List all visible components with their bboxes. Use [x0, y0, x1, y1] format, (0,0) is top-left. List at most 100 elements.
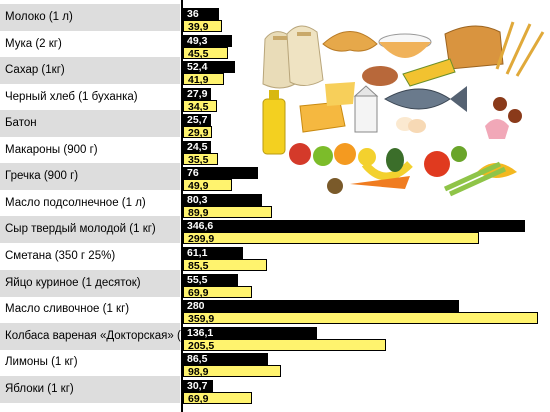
bar-value-label: 55,5: [187, 273, 208, 286]
bar-value-label: 27,9: [187, 87, 208, 100]
category-label-background: [0, 375, 180, 403]
bar-value-label: 280: [187, 300, 205, 313]
category-label: Сыр твердый молодой (1 кг): [5, 223, 156, 236]
bar-series-dark: 346,6: [183, 220, 525, 233]
bar-value-label: 25,7: [187, 114, 208, 127]
bar-series-dark: 280: [183, 300, 460, 313]
chart-row: Черный хлеб (1 буханка) 27,9 34,5: [0, 84, 550, 113]
bar-value-label: 30,7: [187, 379, 208, 392]
category-label-background: [0, 57, 180, 85]
bar-series-light: 85,5: [183, 258, 268, 272]
food-illustration-icon: [262, 21, 545, 197]
bar-series-dark: 61,1: [183, 246, 244, 259]
chart-row: Масло подсолнечное (1 л) 80,3 89,9: [0, 190, 550, 219]
category-label-background: [0, 163, 180, 191]
bar-series-dark: 36: [183, 8, 219, 20]
category-label: Мука (2 кг): [5, 37, 62, 50]
bar-series-light: 29,9: [183, 126, 213, 140]
category-label-background: [0, 322, 180, 350]
bar-series-dark: 25,7: [183, 114, 211, 127]
chart-row: Макароны (900 г) 24,5 35,5: [0, 137, 550, 166]
bar-series-dark: 76: [183, 167, 258, 180]
bar-series-dark: 30,7: [183, 379, 214, 392]
bar-value-label: 35,5: [188, 153, 209, 166]
bar-value-label: 41,9: [188, 74, 209, 87]
chart-row: Масло сливочное (1 кг) 280 359,9: [0, 296, 550, 326]
bar-series-light: 45,5: [183, 46, 228, 60]
bar-series-dark: 52,4: [183, 61, 235, 74]
chart-row: Яйцо куриное (1 десяток) 55,5 69,9: [0, 269, 550, 299]
bar-value-label: 299,9: [188, 233, 215, 246]
category-label: Молоко (1 л): [5, 11, 73, 23]
bar-series-dark: 136,1: [183, 326, 318, 339]
bar-series-dark: 55,5: [183, 273, 238, 286]
bar-value-label: 61,1: [187, 246, 208, 259]
category-label: Батон: [5, 117, 37, 130]
bar-value-label: 80,3: [187, 193, 208, 206]
category-label: Лимоны (1 кг): [5, 356, 78, 369]
chart-row: Батон 25,7 29,9: [0, 110, 550, 140]
category-axis-line: [181, 0, 183, 412]
category-label: Черный хлеб (1 буханка): [5, 90, 138, 103]
category-label: Макароны (900 г): [5, 143, 98, 156]
chart-row: Молоко (1 л) 36 39,9: [0, 4, 550, 33]
bar-series-light: 35,5: [183, 152, 219, 166]
bar-series-light: 34,5: [183, 99, 218, 113]
chart-row: Лимоны (1 кг) 86,5 98,9: [0, 349, 550, 379]
bar-value-label: 98,9: [188, 366, 209, 379]
bar-series-light: 89,9: [183, 205, 272, 219]
bar-value-label: 24,5: [187, 140, 208, 153]
bar-series-light: 359,9: [183, 312, 538, 326]
bar-value-label: 89,9: [188, 206, 209, 219]
bar-value-label: 29,9: [188, 127, 209, 140]
chart-row: Мука (2 кг) 49,3 45,5: [0, 31, 550, 60]
bar-value-label: 52,4: [187, 61, 208, 74]
bar-value-label: 136,1: [187, 326, 214, 339]
bar-series-light: 69,9: [183, 285, 252, 299]
bar-value-label: 86,5: [187, 353, 208, 366]
category-label: Масло сливочное (1 кг): [5, 303, 130, 316]
category-label: Масло подсолнечное (1 л): [5, 196, 146, 209]
bar-series-dark: 80,3: [183, 193, 263, 206]
category-label: Сахар (1кг): [5, 64, 65, 77]
bar-series-light: 41,9: [183, 73, 225, 87]
category-label: Колбаса вареная «Докторская» (1 кг): [5, 329, 204, 342]
bar-value-label: 49,9: [188, 180, 209, 193]
bar-value-label: 76: [187, 167, 199, 180]
bar-series-dark: 49,3: [183, 34, 232, 47]
category-label-background: [0, 110, 180, 138]
bar-series-dark: 24,5: [183, 140, 211, 153]
bar-series-light: 39,9: [183, 20, 223, 33]
bar-series-dark: 86,5: [183, 353, 269, 366]
chart-row: Сахар (1кг) 52,4 41,9: [0, 57, 550, 87]
category-label: Гречка (900 г): [5, 170, 79, 183]
bar-value-label: 45,5: [188, 47, 209, 60]
bar-value-label: 346,6: [187, 220, 214, 233]
category-label-background: [0, 269, 180, 297]
chart-row: Колбаса вареная «Докторская» (1 кг) 136,1…: [0, 322, 550, 352]
bar-series-light: 299,9: [183, 232, 479, 246]
chart-row: Яблоки (1 кг) 30,7 69,9: [0, 375, 550, 405]
category-label: Яблоки (1 кг): [5, 382, 74, 395]
bar-value-label: 69,9: [188, 286, 209, 299]
bar-value-label: 49,3: [187, 34, 208, 47]
bar-value-label: 34,5: [188, 100, 209, 113]
bar-series-light: 69,9: [183, 391, 252, 405]
bar-value-label: 39,9: [188, 21, 209, 33]
bar-value-label: 85,5: [188, 259, 209, 272]
bar-series-light: 49,9: [183, 179, 233, 193]
category-label-background: [0, 4, 180, 31]
bar-series-light: 205,5: [183, 338, 386, 352]
bar-series-dark: 27,9: [183, 87, 211, 100]
bar-value-label: 69,9: [188, 392, 209, 405]
category-label: Яйцо куриное (1 десяток): [5, 276, 141, 289]
chart-row: Сметана (350 г 25%) 61,1 85,5: [0, 243, 550, 272]
bar-value-label: 36: [187, 8, 199, 20]
bar-value-label: 359,9: [188, 313, 215, 326]
bar-value-label: 205,5: [188, 339, 215, 352]
bar-series-light: 98,9: [183, 365, 281, 379]
category-label: Сметана (350 г 25%): [5, 249, 116, 262]
chart-row: Сыр твердый молодой (1 кг) 346,6 299,9: [0, 216, 550, 246]
chart-row: Гречка (900 г) 76 49,9: [0, 163, 550, 193]
